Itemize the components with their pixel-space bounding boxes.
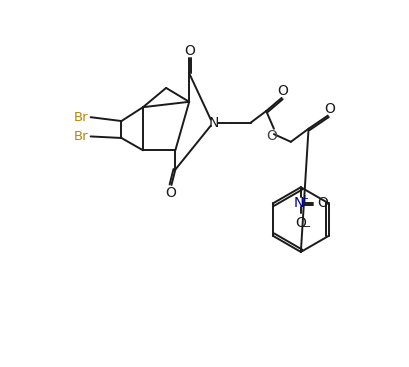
Text: +: + [300,194,308,204]
Text: Br: Br [74,130,89,143]
Text: −: − [302,222,312,232]
Text: O: O [266,130,277,143]
Text: O: O [278,84,289,98]
Text: O: O [295,216,306,230]
Text: O: O [324,102,335,116]
Text: N: N [293,196,304,210]
Text: O: O [165,186,176,200]
Text: N: N [209,116,219,130]
Text: Br: Br [74,111,89,124]
Text: O: O [184,44,196,58]
Text: O: O [317,196,328,210]
